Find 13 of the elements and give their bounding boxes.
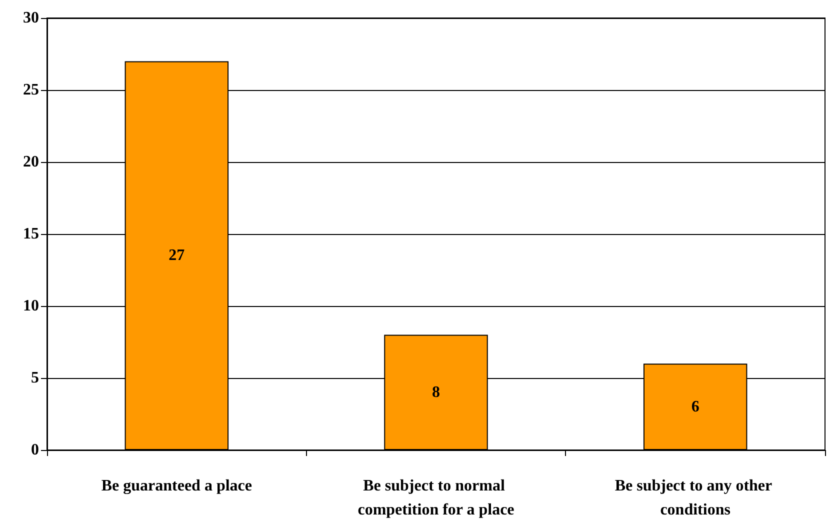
y-tick-label: 25: [23, 82, 39, 98]
y-tick-label: 0: [31, 442, 39, 458]
data-label: 8: [432, 384, 440, 401]
y-tick-label: 30: [23, 10, 39, 26]
x-tick-label: Be subject to any other conditions: [614, 478, 776, 518]
x-tick-label: Be guaranteed a place: [101, 478, 252, 494]
data-label: 27: [168, 247, 185, 264]
y-tick-label: 5: [31, 370, 39, 386]
y-tick-label: 10: [23, 298, 39, 314]
y-tick-label: 20: [23, 154, 39, 170]
x-tick-label: Be subject to normal competition for a place: [358, 478, 514, 518]
data-label: 6: [691, 398, 700, 416]
y-tick-label: 15: [23, 226, 39, 242]
